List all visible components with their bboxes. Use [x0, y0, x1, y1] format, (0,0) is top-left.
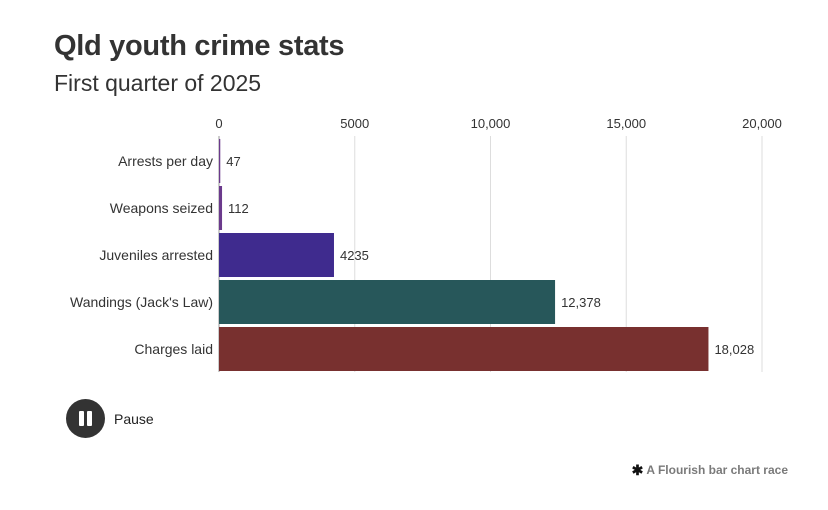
- category-label: Charges laid: [134, 341, 213, 357]
- bar-chart: 0 5000 10,000 15,000 20,000 Arrests per day 47…: [70, 116, 782, 372]
- category-label: Weapons seized: [110, 200, 213, 216]
- bars: [219, 139, 709, 371]
- bar: [219, 233, 334, 277]
- chart-subtitle: First quarter of 2025: [54, 70, 262, 96]
- x-tick-label: 20,000: [742, 116, 782, 131]
- value-label: 4235: [340, 248, 369, 263]
- x-tick-label: 15,000: [606, 116, 646, 131]
- category-label: Arrests per day: [118, 153, 213, 169]
- labels: 0 5000 10,000 15,000 20,000 Arrests per day 47…: [70, 116, 782, 357]
- flourish-credit-link[interactable]: ✱ A Flourish bar chart race: [632, 463, 788, 477]
- pause-control[interactable]: Pause: [66, 399, 154, 438]
- value-label: 18,028: [714, 342, 754, 357]
- bar: [219, 139, 221, 183]
- credit-text: A Flourish bar chart race: [646, 463, 788, 477]
- x-tick-label: 5000: [340, 116, 369, 131]
- x-tick-label: 0: [215, 116, 222, 131]
- pause-label[interactable]: Pause: [114, 410, 154, 427]
- category-label: Wandings (Jack's Law): [70, 294, 213, 310]
- value-label: 112: [228, 201, 249, 216]
- bar: [219, 327, 709, 371]
- pause-button[interactable]: [66, 399, 105, 438]
- value-label: 47: [226, 154, 240, 169]
- value-label: 12,378: [561, 295, 601, 310]
- category-label: Juveniles arrested: [99, 247, 213, 263]
- bar: [219, 280, 556, 324]
- bar: [219, 186, 223, 230]
- chart-title: Qld youth crime stats: [54, 30, 345, 62]
- flourish-asterisk-icon: ✱: [631, 462, 644, 478]
- x-tick-label: 10,000: [471, 116, 511, 131]
- pause-icon: [79, 411, 84, 426]
